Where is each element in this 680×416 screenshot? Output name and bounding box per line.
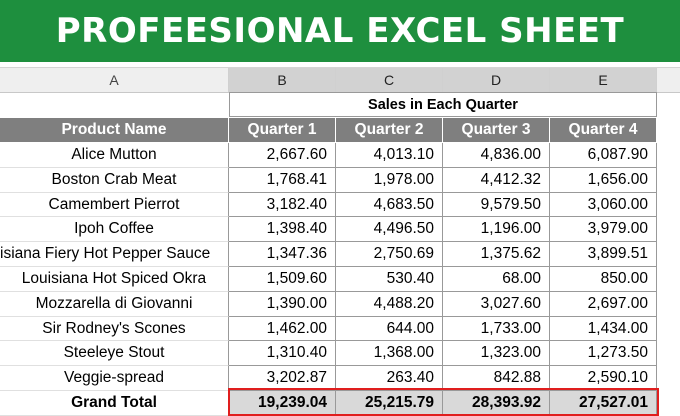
column-header-d[interactable]: D xyxy=(443,68,550,92)
table-row: Louisiana Hot Spiced Okra 1,509.60 530.4… xyxy=(0,267,680,292)
column-header-e[interactable]: E xyxy=(550,68,657,92)
q1-cell[interactable]: 1,390.00 xyxy=(229,291,336,317)
column-header-c[interactable]: C xyxy=(336,68,443,92)
product-cell[interactable]: isiana Fiery Hot Pepper Sauce xyxy=(0,242,229,267)
q2-cell[interactable]: 1,978.00 xyxy=(336,167,443,193)
product-cell[interactable]: Mozzarella di Giovanni xyxy=(0,291,229,317)
q4-cell[interactable]: 2,590.10 xyxy=(550,366,657,391)
q2-cell[interactable]: 4,488.20 xyxy=(336,291,443,317)
q4-cell[interactable]: 1,434.00 xyxy=(550,316,657,342)
q2-cell[interactable]: 4,013.10 xyxy=(336,143,443,168)
header-cell-q4[interactable]: Quarter 4 xyxy=(550,118,657,143)
q4-cell[interactable]: 3,060.00 xyxy=(550,192,657,218)
q3-cell[interactable]: 4,836.00 xyxy=(443,143,550,168)
product-cell[interactable]: Veggie-spread xyxy=(0,366,229,391)
header-cell-q2[interactable]: Quarter 2 xyxy=(336,118,443,143)
q3-cell[interactable]: 1,375.62 xyxy=(443,242,550,267)
q1-cell[interactable]: 1,509.60 xyxy=(229,267,336,292)
table-row: Alice Mutton 2,667.60 4,013.10 4,836.00 … xyxy=(0,143,680,168)
q3-cell[interactable]: 1,733.00 xyxy=(443,316,550,342)
q4-cell[interactable]: 3,979.00 xyxy=(550,217,657,243)
header-cell-q3[interactable]: Quarter 3 xyxy=(443,118,550,143)
q2-cell[interactable]: 530.40 xyxy=(336,267,443,292)
q1-cell[interactable]: 2,667.60 xyxy=(229,143,336,168)
q2-cell[interactable]: 2,750.69 xyxy=(336,242,443,267)
product-cell[interactable]: Camembert Pierrot xyxy=(0,192,229,218)
column-header-bar: A B C D E xyxy=(0,67,680,93)
table-row: isiana Fiery Hot Pepper Sauce 1,347.36 2… xyxy=(0,242,680,267)
q3-cell[interactable]: 68.00 xyxy=(443,267,550,292)
q3-cell[interactable]: 842.88 xyxy=(443,366,550,391)
q1-cell[interactable]: 1,310.40 xyxy=(229,341,336,367)
q1-cell[interactable]: 1,462.00 xyxy=(229,316,336,342)
table-row: Mozzarella di Giovanni 1,390.00 4,488.20… xyxy=(0,291,680,317)
q1-cell[interactable]: 3,182.40 xyxy=(229,192,336,218)
q4-cell[interactable]: 850.00 xyxy=(550,267,657,292)
q1-cell[interactable]: 1,768.41 xyxy=(229,167,336,193)
q1-cell[interactable]: 1,347.36 xyxy=(229,242,336,267)
table-row: Veggie-spread 3,202.87 263.40 842.88 2,5… xyxy=(0,366,680,391)
q3-cell[interactable]: 3,027.60 xyxy=(443,291,550,317)
sheet-title-cell[interactable]: Sales in Each Quarter xyxy=(229,92,657,117)
product-cell[interactable]: Sir Rodney's Scones xyxy=(0,316,229,342)
banner-title: PROFEESIONAL EXCEL SHEET xyxy=(0,0,680,62)
header-row: Product Name Quarter 1 Quarter 2 Quarter… xyxy=(0,118,680,143)
column-header-b[interactable]: B xyxy=(229,68,336,92)
product-cell[interactable]: Steeleye Stout xyxy=(0,341,229,367)
q4-cell[interactable]: 1,656.00 xyxy=(550,167,657,193)
q2-cell[interactable]: 4,496.50 xyxy=(336,217,443,243)
table-row: Boston Crab Meat 1,768.41 1,978.00 4,412… xyxy=(0,167,680,193)
grand-total-label[interactable]: Grand Total xyxy=(0,391,229,416)
q2-cell[interactable]: 4,683.50 xyxy=(336,192,443,218)
q1-cell[interactable]: 1,398.40 xyxy=(229,217,336,243)
q3-cell[interactable]: 1,196.00 xyxy=(443,217,550,243)
product-cell[interactable]: Ipoh Coffee xyxy=(0,217,229,243)
q3-cell[interactable]: 4,412.32 xyxy=(443,167,550,193)
q4-cell[interactable]: 6,087.90 xyxy=(550,143,657,168)
q2-cell[interactable]: 263.40 xyxy=(336,366,443,391)
q4-cell[interactable]: 1,273.50 xyxy=(550,341,657,367)
table-row: Sir Rodney's Scones 1,462.00 644.00 1,73… xyxy=(0,316,680,342)
q3-cell[interactable]: 1,323.00 xyxy=(443,341,550,367)
table-row: Steeleye Stout 1,310.40 1,368.00 1,323.0… xyxy=(0,341,680,367)
product-cell[interactable]: Alice Mutton xyxy=(0,143,229,168)
product-cell[interactable]: Boston Crab Meat xyxy=(0,167,229,193)
total-highlight-box xyxy=(228,388,659,416)
column-header-a[interactable]: A xyxy=(0,68,229,92)
table-row: Camembert Pierrot 3,182.40 4,683.50 9,57… xyxy=(0,192,680,218)
q2-cell[interactable]: 644.00 xyxy=(336,316,443,342)
q4-cell[interactable]: 3,899.51 xyxy=(550,242,657,267)
header-cell-product[interactable]: Product Name xyxy=(0,118,229,143)
header-cell-q1[interactable]: Quarter 1 xyxy=(229,118,336,143)
q4-cell[interactable]: 2,697.00 xyxy=(550,291,657,317)
table-row: Ipoh Coffee 1,398.40 4,496.50 1,196.00 3… xyxy=(0,217,680,243)
q3-cell[interactable]: 9,579.50 xyxy=(443,192,550,218)
q1-cell[interactable]: 3,202.87 xyxy=(229,366,336,391)
product-cell[interactable]: Louisiana Hot Spiced Okra xyxy=(0,267,229,292)
q2-cell[interactable]: 1,368.00 xyxy=(336,341,443,367)
